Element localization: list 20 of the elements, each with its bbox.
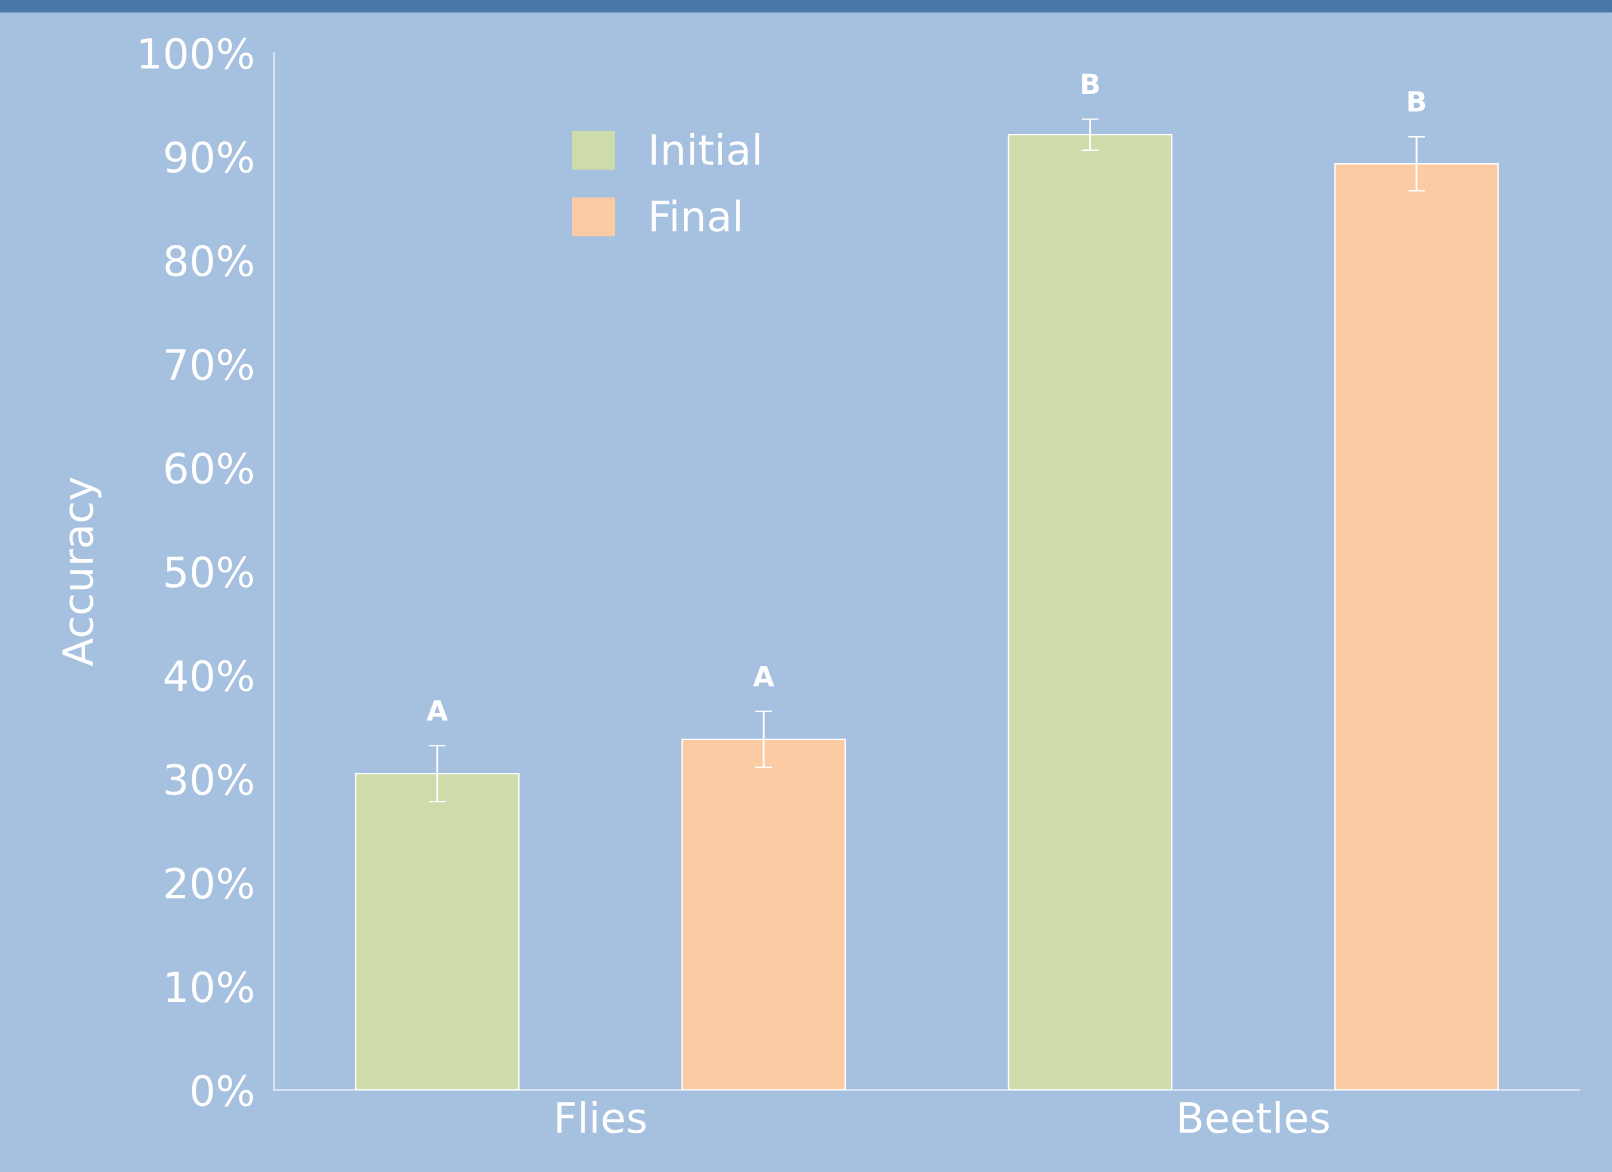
y-tick-label: 30% [165, 763, 253, 796]
y-tick-label: 70% [166, 348, 253, 381]
legend-label: Initial [651, 132, 760, 166]
y-tick-label: 50% [165, 556, 253, 588]
annotation: A [753, 665, 775, 687]
y-tick-label: 60% [165, 452, 253, 485]
x-tick-label: Beetles [1179, 1101, 1329, 1134]
annotation: B [1408, 91, 1426, 112]
y-tick-label: 90% [165, 141, 253, 173]
y-tick-label: 80% [165, 245, 253, 277]
y-tick-label: 100% [140, 37, 253, 70]
annotation: B [1082, 73, 1099, 94]
y-axis-title: Accuracy [62, 477, 102, 667]
y-tick-label: 0% [191, 1074, 253, 1107]
y-tick-label: 40% [164, 659, 253, 692]
y-tick-label: 10% [167, 971, 253, 1003]
x-tick-label: Flies [557, 1101, 646, 1134]
annotation: A [426, 700, 448, 721]
legend-label: Final [651, 199, 740, 232]
y-tick-label: 20% [165, 867, 253, 899]
